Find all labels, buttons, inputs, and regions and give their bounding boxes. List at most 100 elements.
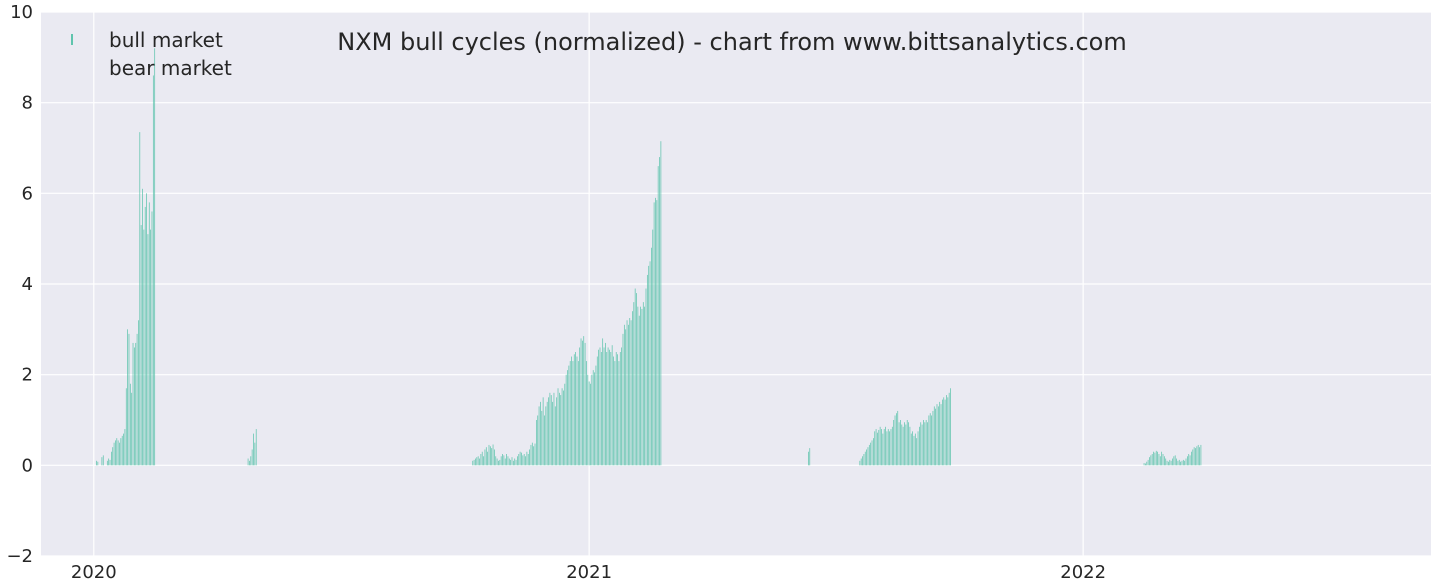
- bar: [655, 197, 656, 466]
- bar: [560, 395, 562, 466]
- bar: [606, 352, 608, 466]
- bar: [517, 456, 518, 466]
- bar: [879, 426, 881, 466]
- grid-lines: [41, 11, 1431, 557]
- bar: [146, 193, 147, 466]
- legend-swatch-bull-market: [71, 34, 73, 45]
- bar: [531, 442, 533, 466]
- bar: [943, 397, 945, 466]
- bar: [890, 429, 892, 466]
- bar: [518, 454, 520, 466]
- bar: [950, 388, 951, 466]
- bar: [492, 444, 494, 466]
- bar: [582, 340, 583, 466]
- bar: [542, 397, 544, 466]
- bar: [596, 356, 598, 466]
- bar: [142, 188, 143, 466]
- bar: [910, 433, 912, 466]
- bar: [808, 451, 809, 466]
- bar: [946, 395, 947, 466]
- bar: [906, 420, 908, 466]
- bar: [1184, 460, 1186, 466]
- bar: [875, 429, 877, 466]
- bar: [944, 399, 946, 466]
- bar: [882, 433, 884, 466]
- bar: [623, 324, 625, 466]
- bar: [250, 456, 252, 466]
- bar: [618, 361, 620, 466]
- bar: [866, 449, 867, 466]
- bars: [96, 48, 1202, 466]
- bar: [870, 442, 872, 466]
- bar: [904, 422, 905, 466]
- bar: [617, 354, 618, 466]
- bar: [534, 443, 536, 466]
- bar: [633, 302, 635, 466]
- bar: [881, 429, 882, 466]
- bar: [641, 308, 643, 466]
- bar: [525, 456, 526, 466]
- bar: [628, 324, 629, 466]
- bar: [1145, 463, 1146, 466]
- bar: [526, 451, 528, 466]
- bar: [577, 361, 579, 466]
- bar: [546, 401, 548, 466]
- bar: [902, 426, 904, 466]
- bar: [594, 372, 595, 466]
- bar: [565, 374, 567, 466]
- bar: [868, 444, 870, 466]
- bar: [931, 415, 932, 466]
- bar: [495, 456, 497, 466]
- bar: [553, 392, 555, 466]
- bar: [640, 306, 641, 466]
- bar: [908, 422, 909, 466]
- bar: [873, 438, 874, 466]
- bar: [144, 206, 146, 466]
- bar: [927, 422, 928, 466]
- bar: [125, 388, 127, 466]
- bar: [626, 320, 628, 466]
- bar: [1150, 455, 1152, 466]
- bar: [545, 406, 547, 466]
- bar: [523, 454, 525, 466]
- bar: [1193, 447, 1195, 466]
- bar: [607, 347, 609, 466]
- bar: [488, 444, 490, 466]
- bar: [108, 458, 110, 466]
- y-tick-label: 2: [22, 365, 33, 386]
- bar: [569, 361, 571, 466]
- bar: [863, 454, 865, 466]
- bar: [97, 461, 99, 466]
- bar: [632, 311, 633, 466]
- bar: [660, 141, 662, 466]
- bar: [877, 432, 878, 466]
- bar: [147, 234, 149, 466]
- bar: [573, 354, 575, 466]
- bar: [538, 406, 540, 466]
- bar: [112, 447, 114, 466]
- bar: [127, 329, 128, 466]
- bar: [511, 457, 513, 466]
- bar: [605, 342, 606, 466]
- bar: [1172, 458, 1173, 466]
- bar: [871, 440, 873, 466]
- bar: [254, 442, 256, 466]
- bar: [613, 356, 614, 466]
- bar: [1149, 457, 1150, 466]
- bar: [1165, 458, 1167, 466]
- bar: [1168, 461, 1169, 466]
- bar: [928, 415, 930, 466]
- bar: [1197, 444, 1199, 466]
- bar: [1191, 451, 1192, 466]
- bar: [878, 429, 880, 466]
- bar: [561, 388, 563, 466]
- bar: [600, 352, 602, 466]
- bar: [592, 370, 594, 466]
- bar: [591, 374, 593, 466]
- bar: [583, 336, 585, 466]
- bar: [629, 318, 631, 466]
- bar: [143, 229, 145, 466]
- bar: [521, 452, 522, 466]
- bar: [602, 338, 604, 466]
